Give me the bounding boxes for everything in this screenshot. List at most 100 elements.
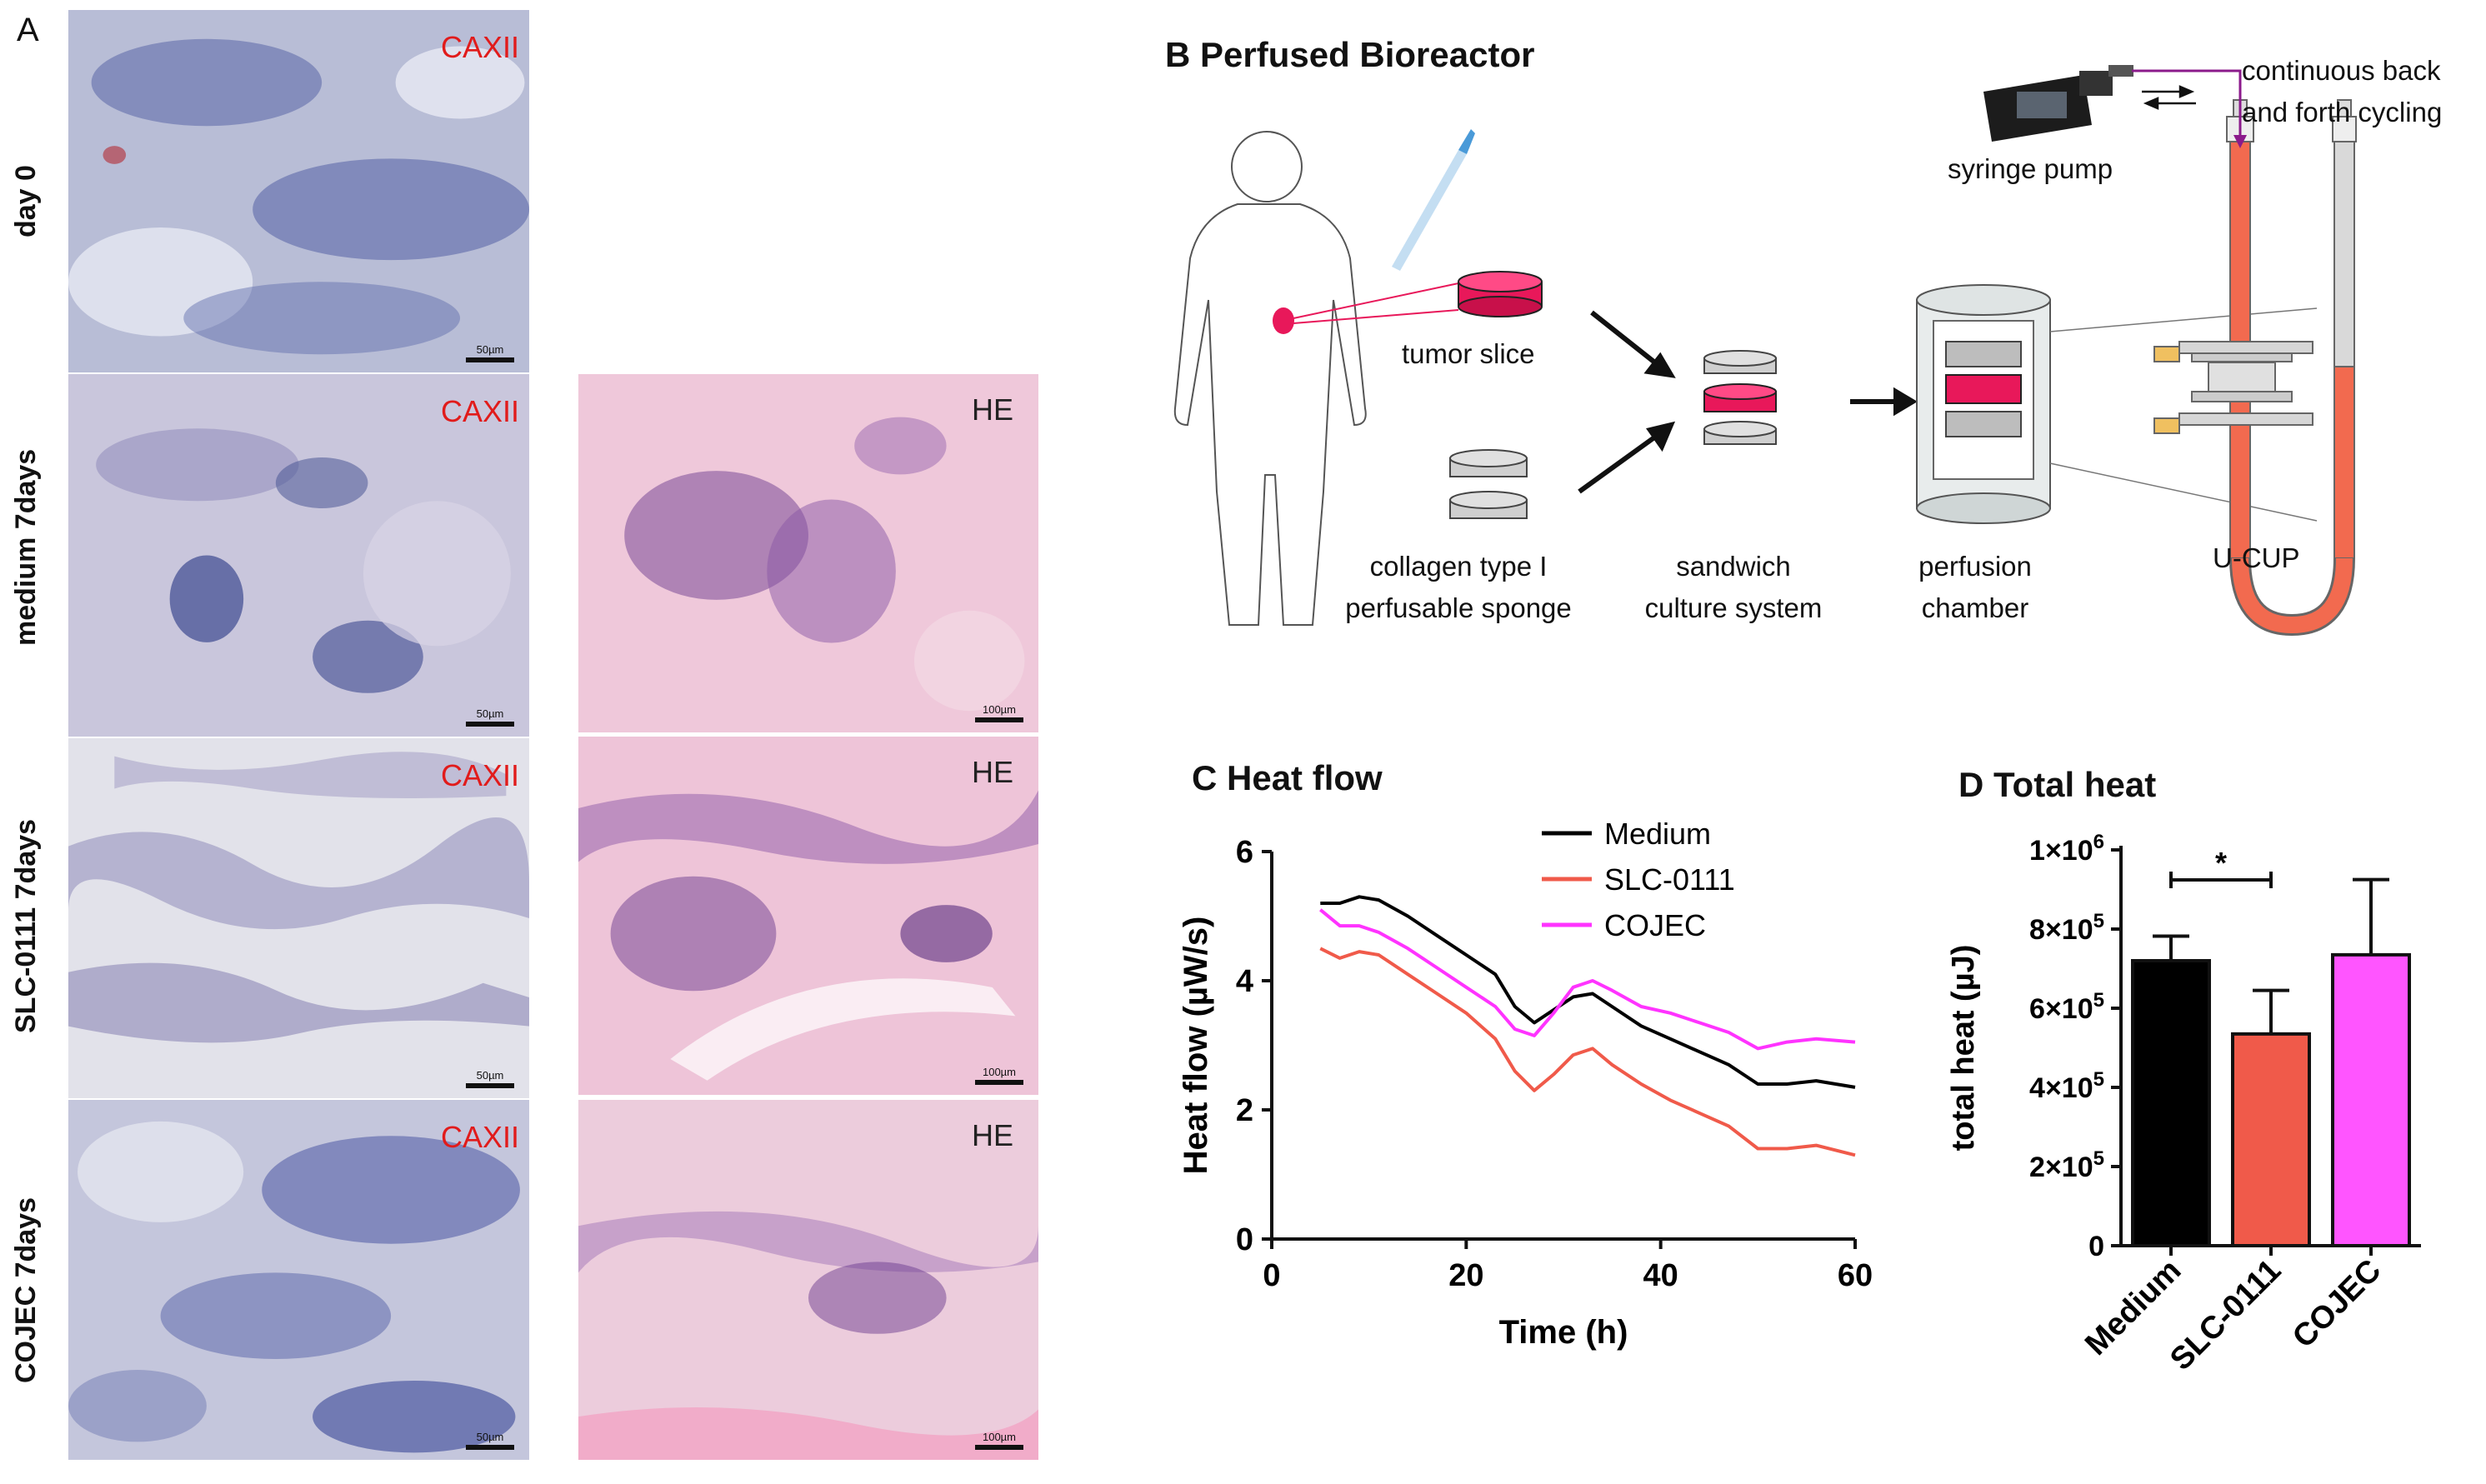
label-syringe-pump: syringe pump: [1948, 153, 2113, 184]
significance-label: *: [2215, 846, 2227, 880]
syringe-pump-icon: [1983, 65, 2133, 142]
label-sandwich: sandwich culture system: [1625, 546, 1842, 628]
y-tick-label: 1×106: [2029, 831, 2104, 867]
human-outline-icon: [1173, 131, 1367, 626]
collagen-sponge-icon: [1449, 449, 1528, 519]
x-tick-label: 20: [1448, 1258, 1483, 1293]
legend-label: SLC-0111: [1604, 862, 1735, 897]
bar-slc-0111: [2231, 1032, 2311, 1247]
row-label-medium: medium 7days: [10, 448, 42, 646]
x-tick-label: COJEC: [2286, 1253, 2388, 1355]
stain-label: HE: [971, 1118, 1013, 1152]
y-tick-label: 0: [1236, 1222, 1253, 1257]
label-cycling-line1: continuous back: [2242, 55, 2441, 86]
y-tick-label: 4×105: [2029, 1068, 2104, 1104]
scale-bar: 100µm: [975, 1431, 1023, 1450]
label-cycling-line2: and forth cycling: [2242, 96, 2443, 127]
x-axis-label: Time (h): [1499, 1314, 1628, 1351]
y-axis-label: Heat flow (µW/s): [1178, 917, 1214, 1175]
stain-label: CAXII: [440, 1120, 519, 1154]
y-tick-label: 8×105: [2029, 910, 2104, 946]
micrograph-cojec-caxii: CAXII 50µm: [67, 1098, 531, 1462]
u-cup-icon: [2153, 99, 2357, 637]
total-heat-chart: 0 2×105 4×105 6×105 8×105 1×106 total heat (µJ…: [1946, 831, 2421, 1377]
series-line-slc-0111: [1319, 947, 1856, 1157]
row-label-cojec: COJEC 7days: [10, 1197, 42, 1383]
scale-bar-label: 50µm: [476, 1431, 504, 1443]
scale-bar: 100µm: [975, 1066, 1023, 1085]
x-tick-label: 40: [1643, 1258, 1678, 1293]
label-collagen: collagen type I perfusable sponge: [1333, 546, 1583, 628]
legend-label: Medium: [1604, 817, 1711, 851]
label-sandwich-line1: sandwich: [1676, 551, 1791, 582]
y-tick-label: 4: [1236, 964, 1253, 999]
x-tick-label: 60: [1838, 1258, 1873, 1293]
tissue-texture: [578, 737, 1038, 1095]
stain-label: HE: [971, 392, 1013, 427]
arrow-icon: [1578, 310, 1918, 494]
scale-bar-label: 50µm: [476, 343, 504, 356]
legend-label: COJEC: [1604, 908, 1706, 942]
label-collagen-line2: perfusable sponge: [1345, 592, 1572, 623]
scale-bar: 50µm: [466, 1431, 514, 1450]
row-label-slc: SLC-0111 7days: [10, 818, 42, 1033]
panel-b-title: B Perfused Bioreactor: [1165, 35, 1535, 74]
panel-c-title: C Heat flow: [1192, 758, 1383, 797]
y-tick-label: 2×105: [2029, 1147, 2104, 1183]
tumor-site-icon: [1273, 307, 1294, 334]
cycling-arrows-icon: [2142, 85, 2196, 110]
y-tick-label: 6×105: [2029, 989, 2104, 1025]
label-perfusion: perfusion chamber: [1892, 546, 2058, 628]
tumor-slice-icon: [1458, 271, 1543, 317]
stain-label: HE: [971, 755, 1013, 789]
x-tick-label: 0: [1263, 1258, 1280, 1293]
perfusion-chamber-icon: [1916, 284, 2318, 524]
scalpel-icon: [1392, 129, 1475, 271]
x-tick-label: SLC-0111: [2163, 1253, 2288, 1377]
scale-bar-label: 100µm: [982, 703, 1016, 716]
row-label-day0: day 0: [10, 165, 42, 237]
micrograph-slc-he: HE 100µm: [577, 735, 1040, 1097]
stain-label: CAXII: [440, 758, 519, 792]
tube-line: [2132, 69, 2242, 142]
scale-bar-label: 50µm: [476, 1069, 504, 1082]
tissue-texture: [68, 10, 529, 372]
label-cycling: continuous back and forth cycling: [2242, 50, 2442, 132]
scale-bar: 100µm: [975, 703, 1023, 722]
label-ucup: U-CUP: [2213, 542, 2300, 573]
scale-bar: 50µm: [466, 1069, 514, 1088]
scale-bar: 50µm: [466, 343, 514, 362]
bar-cojec: [2331, 952, 2411, 1247]
scale-bar-label: 100µm: [982, 1066, 1016, 1078]
y-tick-label: 2: [1236, 1093, 1253, 1128]
stain-label: CAXII: [440, 30, 519, 64]
panel-d-title: D Total heat: [1958, 765, 2157, 804]
micrograph-medium-caxii: CAXII 50µm: [67, 372, 531, 738]
series-line-medium: [1320, 895, 1856, 1089]
label-tumor-slice: tumor slice: [1402, 338, 1535, 369]
scale-bar: 50µm: [466, 707, 514, 727]
label-sandwich-line2: culture system: [1644, 592, 1823, 623]
y-axis-label: total heat (µJ): [1946, 945, 1981, 1152]
label-perfusion-line2: chamber: [1921, 592, 2029, 623]
y-tick-label: 0: [2088, 1231, 2104, 1262]
stain-label: CAXII: [440, 394, 519, 428]
micrograph-cojec-he: HE 100µm: [577, 1098, 1040, 1462]
bioreactor-diagram: [1173, 65, 2357, 637]
micrograph-day0-caxii: CAXII 50µm: [67, 8, 531, 374]
y-tick-label: 6: [1236, 835, 1253, 870]
series-line-cojec: [1319, 908, 1856, 1051]
tissue-texture: [68, 738, 529, 1098]
bar-medium: [2131, 959, 2211, 1247]
label-perfusion-line1: perfusion: [1918, 551, 2032, 582]
panel-a-letter: A: [17, 12, 39, 48]
scale-bar-label: 100µm: [982, 1431, 1016, 1443]
tissue-texture: [68, 374, 529, 737]
label-collagen-line1: collagen type I: [1369, 551, 1548, 582]
tissue-texture: [578, 374, 1038, 732]
tissue-texture: [578, 1100, 1038, 1460]
micrograph-medium-he: HE 100µm: [577, 372, 1040, 734]
sandwich-culture-icon: [1703, 350, 1777, 445]
micrograph-slc-caxii: CAXII 50µm: [67, 737, 531, 1100]
